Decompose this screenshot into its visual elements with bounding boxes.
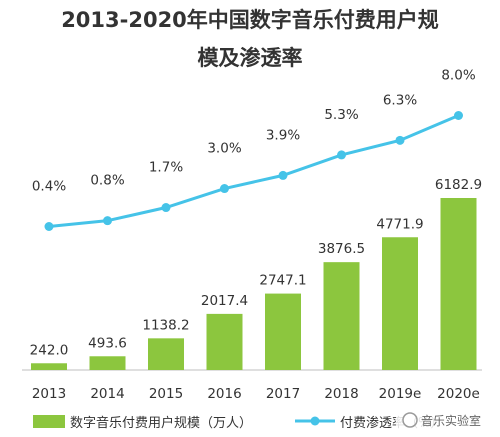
bar-value-label: 6182.9 — [435, 177, 482, 193]
rate-value-label: 8.0% — [441, 68, 475, 84]
rate-value-label: 1.7% — [149, 160, 183, 176]
chart-title-line-2: 模及渗透率 — [197, 46, 303, 70]
x-tick-label: 2013 — [32, 386, 66, 402]
bar-value-label: 1138.2 — [142, 317, 189, 333]
rate-value-label: 6.3% — [383, 92, 417, 108]
legend-bar-swatch — [33, 415, 65, 428]
rate-value-label: 0.8% — [90, 173, 124, 189]
rate-value-label: 5.3% — [324, 107, 358, 123]
rate-point-2014 — [103, 216, 112, 226]
rate-value-label: 3.9% — [266, 127, 300, 143]
legend-bar-label: 数字音乐付费用户规模（万人） — [70, 415, 252, 431]
bar-value-label: 3876.5 — [318, 241, 365, 257]
rate-point-2017 — [278, 170, 288, 180]
x-tick-label: 2018 — [324, 386, 358, 402]
bar-value-label: 493.6 — [88, 335, 127, 351]
x-tick-label: 2014 — [90, 386, 124, 402]
bar-2017 — [265, 293, 301, 370]
chart-title-line-1: 2013-2020年中国数字音乐付费用户规 — [61, 8, 439, 32]
legend-line-marker — [310, 416, 320, 426]
rate-line — [48, 114, 460, 228]
watermark-icon — [402, 412, 418, 428]
x-tick-label: 2019e — [379, 386, 422, 402]
rate-value-label: 0.4% — [32, 179, 66, 195]
watermark-text: 音乐实验室 — [421, 413, 481, 428]
bar-value-label: 242.0 — [30, 342, 69, 358]
rate-point-2015 — [161, 203, 171, 213]
x-tick-label: 2015 — [149, 386, 183, 402]
rate-point-2019e — [395, 135, 405, 145]
bar-2014 — [89, 356, 126, 370]
bar-2015 — [148, 338, 184, 370]
bar-value-label: 4771.9 — [376, 216, 423, 232]
rate-point-2013 — [44, 222, 54, 231]
bar-2018 — [323, 262, 360, 370]
bar-2016 — [206, 313, 243, 370]
x-tick-label: 2017 — [266, 386, 300, 402]
bar-value-label: 2747.1 — [259, 273, 306, 289]
rate-point-2018 — [337, 150, 346, 160]
x-tick-label: 2020e — [437, 386, 480, 402]
watermark-background — [396, 407, 500, 437]
rate-value-label: 3.0% — [207, 141, 241, 157]
bar-2020e — [440, 198, 477, 370]
rate-point-2016 — [220, 184, 229, 194]
x-tick-label: 2016 — [207, 386, 241, 402]
bar-value-label: 2017.4 — [201, 293, 248, 309]
bar-2019e — [382, 237, 418, 370]
bar-2013 — [31, 363, 67, 370]
rate-point-2020e — [454, 111, 463, 120]
